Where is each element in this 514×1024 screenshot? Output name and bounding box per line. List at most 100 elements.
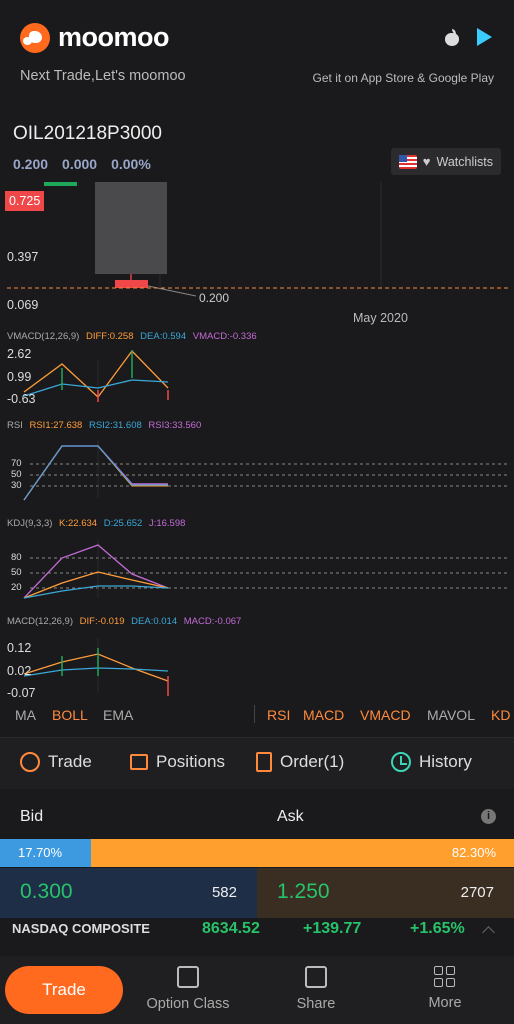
- index-ticker[interactable]: NASDAQ COMPOSITE 8634.52 +139.77 +1.65%: [0, 918, 514, 956]
- share-icon: [305, 966, 327, 988]
- kdj-d-line: [23, 585, 169, 599]
- macd-dea-line: [23, 667, 169, 677]
- watchlists-label: Watchlists: [436, 154, 494, 169]
- us-flag-icon: [398, 154, 417, 169]
- tab-rsi[interactable]: RSI: [267, 707, 291, 723]
- tab-vmacd[interactable]: VMACD: [360, 707, 411, 723]
- date-label: May 2020: [353, 311, 408, 325]
- tab-more[interactable]: More: [418, 966, 472, 1011]
- vmacd-tick: 0.99: [7, 370, 32, 384]
- candle-body-grey: [95, 182, 167, 274]
- volume-mark-green: [44, 182, 77, 186]
- vmacd-dea-value: DEA:0.594: [140, 331, 187, 342]
- rsi-tick: 50: [11, 469, 22, 480]
- vmacd-diff-value: DIFF:0.258: [85, 331, 134, 342]
- candle-body-red: [115, 280, 148, 288]
- watchlists-button[interactable]: ♥ Watchlists: [390, 148, 501, 175]
- chart-area[interactable]: 0.725 0.397 0.069 0.200 May 2020 VMACD(1…: [0, 178, 514, 728]
- index-value: 8634.52: [202, 920, 260, 937]
- bid-label: Bid: [20, 808, 44, 825]
- bid-ask-ratio-bar: 17.70% 82.30%: [0, 839, 514, 867]
- rsi3-value: RSI3:33.560: [148, 420, 202, 431]
- vmacd-tick: -0.63: [7, 392, 36, 406]
- more-grid-icon: [434, 966, 456, 987]
- vmacd-title: VMACD(12,26,9) DIFF:0.258 DEA:0.594 VMAC…: [7, 331, 261, 342]
- positions-icon: [130, 754, 148, 770]
- app-banner: moomoo Next Trade,Let's moomoo Get it on…: [0, 0, 514, 108]
- tab-ema[interactable]: EMA: [103, 707, 134, 723]
- order-book: 0.300 582 1.250 2707: [0, 868, 514, 920]
- kdj-tick: 80: [11, 552, 22, 563]
- rsi-tick: 30: [11, 480, 22, 491]
- apple-icon[interactable]: [445, 28, 459, 46]
- rsi3-line: [23, 445, 168, 501]
- action-positions[interactable]: Positions: [130, 752, 225, 772]
- heart-icon: ♥: [422, 154, 431, 169]
- info-icon[interactable]: i: [481, 809, 496, 824]
- tab-more-label: More: [428, 995, 462, 1011]
- option-class-icon: [177, 966, 199, 988]
- index-name: NASDAQ COMPOSITE: [12, 921, 150, 936]
- bid-ratio: 17.70%: [0, 839, 91, 867]
- store-text[interactable]: Get it on App Store & Google Play: [312, 71, 494, 85]
- macd-value: MACD:-0.067: [183, 616, 242, 627]
- moomoo-logo-icon: [20, 22, 50, 53]
- action-bar: Trade Positions Order(1) History: [0, 737, 514, 789]
- trade-button[interactable]: Trade: [5, 966, 123, 1014]
- kdj-k-line: [23, 571, 169, 599]
- tab-macd[interactable]: MACD: [303, 707, 345, 723]
- ask-ratio: 82.30%: [90, 839, 514, 867]
- macd-dea-value: DEA:0.014: [131, 616, 178, 627]
- tab-mavol[interactable]: MAVOL: [427, 707, 475, 723]
- ask-cell[interactable]: 1.250 2707: [257, 868, 514, 920]
- indicator-tabs: MA BOLL EMA RSI MACD VMACD MAVOL KD: [0, 703, 514, 729]
- tab-ma[interactable]: MA: [15, 707, 36, 723]
- tab-share[interactable]: Share: [285, 966, 347, 1012]
- ask-volume: 2707: [460, 884, 494, 901]
- action-history-label: History: [419, 752, 472, 771]
- chevron-up-icon[interactable]: [482, 926, 495, 939]
- moomoo-logo[interactable]: moomoo: [20, 22, 170, 53]
- quote-summary: 0.200 0.000 0.00%: [13, 156, 151, 172]
- bid-cell[interactable]: 0.300 582: [0, 868, 257, 920]
- macd-tick: -0.07: [7, 686, 36, 700]
- index-change: +139.77: [303, 920, 362, 937]
- kdj-tick: 20: [11, 582, 22, 593]
- kdj-j-value: J:16.598: [148, 518, 186, 529]
- tab-boll[interactable]: BOLL: [52, 707, 88, 723]
- tab-kd[interactable]: KD: [491, 707, 511, 723]
- macd-dif-value: DIF:-0.019: [79, 616, 125, 627]
- rsi-name: RSI: [7, 420, 23, 431]
- kdj-tick: 50: [11, 567, 22, 578]
- tab-option-class[interactable]: Option Class: [142, 966, 234, 1012]
- bottom-bar: Trade Option Class Share More: [0, 956, 514, 1024]
- last-price-label: 0.200: [199, 291, 230, 305]
- kdj-name: KDJ(9,3,3): [7, 518, 53, 529]
- bid-ask-header: Bid Ask i: [0, 800, 514, 838]
- vmacd-diff-line: [23, 349, 169, 398]
- kdj-title: KDJ(9,3,3) K:22.634 D:25.652 J:16.598: [7, 518, 189, 529]
- bid-price: 0.300: [20, 880, 73, 903]
- rsi-tick: 70: [11, 458, 22, 469]
- ask-label: Ask: [277, 808, 304, 825]
- last-price: 0.200: [13, 156, 49, 172]
- action-order-label: Order(1): [280, 752, 345, 771]
- vmacd-name: VMACD(12,26,9): [7, 331, 80, 342]
- google-play-icon[interactable]: [477, 28, 492, 46]
- price-tick-high: 0.725: [5, 191, 45, 211]
- kdj-j-line: [23, 544, 169, 599]
- history-clock-icon: [391, 752, 411, 772]
- price-change: 0.000: [62, 156, 98, 172]
- rsi-title: RSI RSI1:27.638 RSI2:31.608 RSI3:33.560: [7, 420, 205, 431]
- tab-option-class-label: Option Class: [146, 996, 230, 1012]
- action-order[interactable]: Order(1): [256, 752, 344, 772]
- brand-name: moomoo: [58, 22, 170, 52]
- tab-share-label: Share: [296, 996, 336, 1012]
- rsi1-value: RSI1:27.638: [29, 420, 83, 431]
- vmacd-dea-line: [23, 379, 169, 397]
- action-positions-label: Positions: [156, 752, 225, 771]
- macd-title: MACD(12,26,9) DIF:-0.019 DEA:0.014 MACD:…: [7, 616, 245, 627]
- action-history[interactable]: History: [391, 752, 472, 772]
- action-trade[interactable]: Trade: [20, 752, 92, 772]
- trade-icon: [20, 752, 40, 772]
